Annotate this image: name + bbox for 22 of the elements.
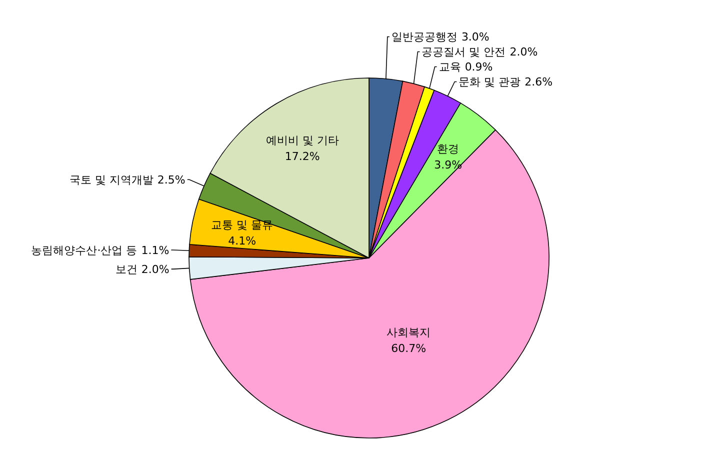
slice-label: 문화 및 관광 (458, 76, 521, 89)
slice-label: 농림해양수산·산업 등 (31, 244, 138, 257)
slice-label: 사회복지 (386, 326, 431, 339)
slice-label: 교통 및 물류 (211, 218, 274, 232)
data-label: 2.0% (510, 46, 538, 59)
data-label: 60.7% (391, 342, 426, 355)
data-label: 2.5% (157, 174, 186, 187)
data-label: 3.0% (461, 30, 490, 44)
slice-label: 국토 및 지역개발 (69, 174, 154, 187)
data-label: 17.2% (284, 150, 320, 163)
slice-label: 예비비 및 기타 (266, 134, 339, 147)
slice-label: 교육 (438, 60, 461, 74)
data-label: 1.1% (141, 244, 170, 257)
data-label: 2.0% (141, 263, 170, 276)
data-label: 4.1% (228, 234, 256, 248)
slice-label: 공공질서 및 안전 (422, 46, 506, 59)
data-label: 0.9% (464, 60, 493, 74)
slice-label: 보건 (115, 263, 138, 276)
slice-label: 일반공공행정 (391, 30, 458, 44)
slice-label: 환경 (437, 142, 460, 156)
data-label: 2.6% (524, 76, 553, 89)
data-label: 3.9% (434, 158, 462, 172)
